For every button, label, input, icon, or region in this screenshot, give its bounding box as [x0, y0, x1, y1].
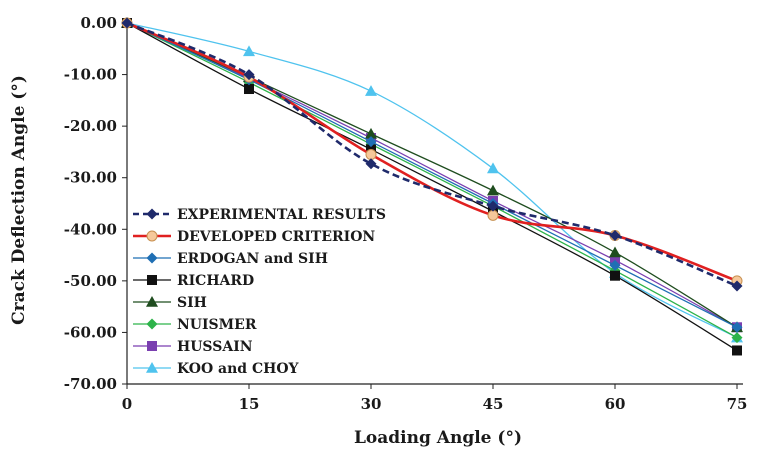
data-point — [487, 200, 499, 212]
series-layer — [121, 17, 743, 356]
series-richard — [122, 18, 742, 356]
axes: 0.00 -10.00 -20.00 -30.00 -40.00 -50.00 -60.00… — [64, 14, 748, 413]
y-tick-label: -20.00 — [64, 117, 117, 135]
legend-label: EXPERIMENTAL RESULTS — [177, 207, 386, 223]
series-experimental-results — [121, 17, 743, 292]
data-point — [365, 149, 377, 161]
y-tick-label: -70.00 — [64, 375, 117, 393]
data-point — [731, 332, 743, 344]
data-point — [609, 259, 621, 271]
data-point — [243, 69, 255, 81]
data-point — [487, 162, 499, 174]
legend-marker — [146, 296, 158, 307]
legend-label: DEVELOPED CRITERION — [177, 229, 375, 245]
y-axis-title: Crack Deflection Angle (°) — [9, 75, 29, 325]
data-point — [365, 136, 377, 148]
data-point — [121, 17, 133, 29]
y-tick-label: -30.00 — [64, 169, 117, 187]
data-point — [732, 345, 742, 356]
legend-marker — [146, 208, 158, 220]
x-tick-label: 45 — [483, 395, 504, 413]
legend-item: ERDOGAN and SIH — [133, 251, 328, 267]
legend-marker — [146, 230, 158, 242]
x-tick-label: 75 — [727, 395, 748, 413]
legend-item: NUISMER — [133, 317, 257, 333]
series-line — [126, 22, 738, 328]
data-point — [487, 209, 499, 221]
legend-item: KOO and CHOY — [133, 361, 300, 377]
series-line — [126, 22, 738, 352]
legend-marker — [146, 318, 158, 330]
legend-item: EXPERIMENTAL RESULTS — [133, 207, 386, 223]
legend-label: RICHARD — [177, 273, 254, 289]
data-point — [365, 127, 377, 139]
legend-label: NUISMER — [177, 317, 257, 333]
legend-label: KOO and CHOY — [177, 361, 300, 377]
x-tick-label: 30 — [361, 395, 382, 413]
legend-item: DEVELOPED CRITERION — [133, 229, 375, 245]
data-point — [731, 280, 743, 292]
x-axis-title: Loading Angle (°) — [354, 428, 522, 448]
data-point — [487, 184, 499, 196]
y-tick-label: -60.00 — [64, 323, 117, 341]
legend-marker — [146, 362, 158, 373]
series-line — [126, 22, 738, 339]
y-tick-label: -10.00 — [64, 66, 117, 84]
data-point — [243, 45, 255, 57]
legend-label: ERDOGAN and SIH — [177, 251, 328, 267]
data-point — [365, 158, 377, 170]
legend-label: SIH — [177, 295, 207, 311]
data-point — [609, 229, 621, 241]
legend: EXPERIMENTAL RESULTS DEVELOPED CRITERION E… — [133, 207, 386, 377]
legend-item: HUSSAIN — [133, 339, 253, 355]
legend-item: SIH — [133, 295, 207, 311]
legend-item: RICHARD — [133, 273, 254, 289]
series-line — [126, 22, 738, 339]
y-tick-label: -50.00 — [64, 272, 117, 290]
data-point — [609, 246, 621, 258]
x-tick-label: 60 — [605, 395, 626, 413]
series-line — [126, 22, 738, 328]
legend-marker — [147, 341, 157, 351]
data-point — [244, 84, 254, 95]
x-tick-label: 15 — [239, 395, 260, 413]
data-point — [731, 321, 743, 333]
legend-label: HUSSAIN — [177, 339, 253, 355]
x-tick-label: 0 — [122, 395, 132, 413]
series-line — [126, 21, 738, 288]
y-tick-label: -40.00 — [64, 220, 117, 238]
y-tick-label: 0.00 — [80, 14, 117, 32]
y-axis-title-group: Crack Deflection Angle (°) — [9, 75, 29, 325]
data-point — [365, 85, 377, 96]
legend-marker — [147, 275, 157, 285]
legend-marker — [146, 252, 158, 264]
data-point — [610, 270, 620, 281]
